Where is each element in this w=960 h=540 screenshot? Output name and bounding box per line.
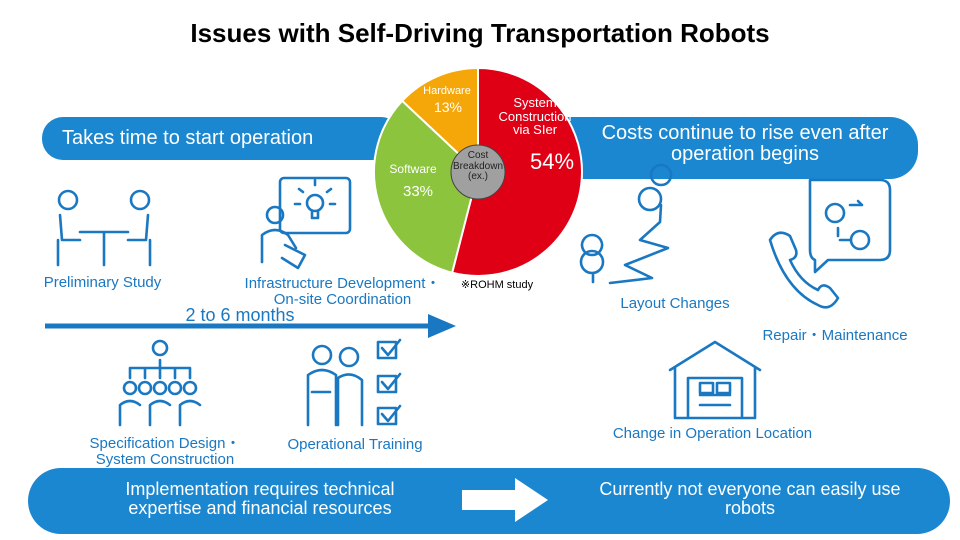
bottom-cause: Implementation requires technical expert… (125, 479, 395, 518)
pie-center (450, 144, 506, 200)
step-label: Operational Training (287, 436, 423, 453)
pie-note: ※ROHM study (460, 279, 534, 291)
bottom-arrow (462, 478, 548, 522)
step-label: Specification Design・System Construction (89, 435, 241, 468)
pie-label: Hardware (423, 85, 471, 97)
cost-item: Change in Operation Location (612, 425, 813, 442)
right-banner-bg (540, 117, 918, 179)
icons (56, 163, 892, 427)
cost-item: Layout Changes (620, 295, 730, 312)
pie-slice (373, 99, 480, 274)
pie-label: Software (389, 162, 437, 176)
pie-value-label: 54% (529, 149, 575, 174)
title: Issues with Self-Driving Transportation … (190, 18, 770, 48)
duration: 2 to 6 months (185, 305, 295, 325)
step-label: Infrastructure Development・On-site Coord… (244, 275, 441, 308)
step-label: Preliminary Study (43, 274, 162, 291)
pie-label: System Construction via SIer (498, 95, 572, 138)
pie-value-label: 13% (433, 99, 463, 115)
pie-center-label: Cost Breakdown (ex.) (452, 150, 504, 182)
pie-slice (400, 66, 479, 175)
pie-slice (450, 66, 583, 277)
pie-value-label: 33% (402, 183, 434, 200)
left-banner-bg (42, 117, 402, 160)
duration-arrowhead (428, 314, 456, 338)
left-banner: Takes time to start operation (62, 127, 314, 149)
right-banner: Costs continue to rise even after operat… (601, 122, 889, 165)
cost-item: Repair・Maintenance (762, 327, 908, 344)
bottom-effect: Currently not everyone can easily use ro… (599, 479, 901, 518)
